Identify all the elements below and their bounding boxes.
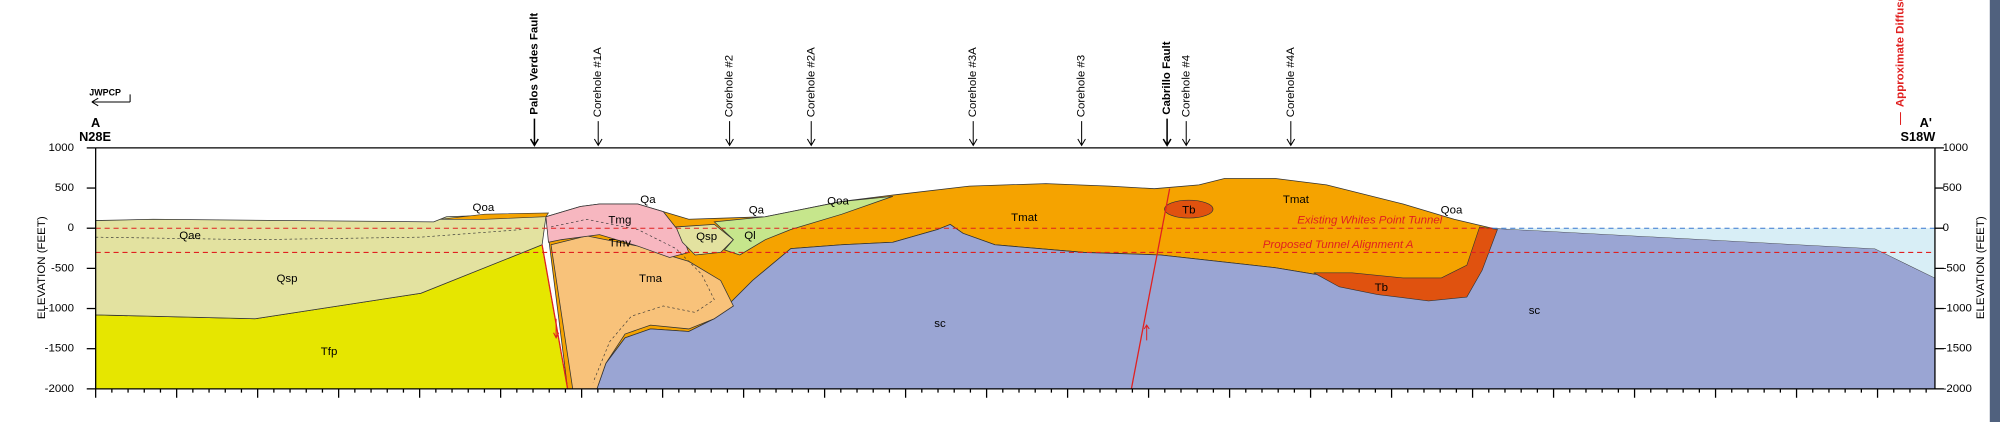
end-bearing: N28E <box>79 129 111 144</box>
marker-arrow <box>593 121 603 147</box>
unit-label: Qae <box>179 230 201 242</box>
unit-label: Ql <box>744 230 755 242</box>
marker-label: Cabrillo Fault <box>1161 41 1173 114</box>
fault <box>1130 188 1171 389</box>
unit-label: Tb <box>1182 204 1195 216</box>
marker-arrow <box>1181 121 1191 147</box>
y-tick-label: -1000 <box>1943 303 1972 315</box>
unit-label: sc <box>1529 305 1541 317</box>
marker-label: Corehole #3 <box>1076 55 1088 117</box>
unit-label: sc <box>934 318 946 330</box>
unit-label: Tb <box>1375 282 1388 294</box>
y-tick-label: -500 <box>1943 262 1966 274</box>
facility: JWPCP <box>89 87 121 97</box>
tunnel-label: Proposed Tunnel Alignment A <box>1263 239 1414 251</box>
marker-arrow <box>725 121 734 147</box>
axis-label: ELEVATION (FEET) <box>1975 216 1987 319</box>
markers: Palos Verdes Fault Corehole #1A Corehole #… <box>528 0 1907 147</box>
unit-label: Qoa <box>827 195 849 207</box>
marker-label: Corehole #3A <box>967 47 979 117</box>
y-tick-label: 1000 <box>48 142 74 154</box>
ocean <box>1492 228 1935 278</box>
fault-arrows <box>553 318 1150 341</box>
y-tick-label: 0 <box>1943 222 1949 234</box>
unit-tb-lower <box>1313 226 1498 302</box>
marker-arrow <box>968 121 978 147</box>
contact <box>550 218 715 383</box>
unit-label: Qoa <box>1441 204 1463 216</box>
unit-label: Qa <box>640 194 656 206</box>
y-tick-label: -1000 <box>45 303 74 315</box>
unit-label: Tmat <box>1283 194 1310 206</box>
unit-ql <box>713 195 893 256</box>
end-letter: A' <box>1920 115 1932 130</box>
marker-arrow <box>1077 121 1086 147</box>
unit-label: Tmat <box>1011 212 1038 224</box>
marker-arrow <box>1162 118 1172 147</box>
end-bearing: S18W <box>1901 129 1937 144</box>
y-tick-label: -1500 <box>1943 343 1972 355</box>
fault <box>541 244 569 389</box>
x-ticks <box>95 388 1927 398</box>
unit-labels: Qoa Qa Tmg Tmv Qsp Ql Qa Qoa Qae Qsp Tfp Tma sc Tmat T… <box>179 194 1540 358</box>
marker-arrow <box>1286 121 1296 147</box>
marker-label: Corehole #2A <box>805 47 817 117</box>
y-ticks: 1000 1000 500 500 0 0 -500 -500 -1000 -1000 -1500 -… <box>45 142 1972 395</box>
end-letter: A <box>91 115 100 130</box>
unit-qoa <box>440 212 550 220</box>
marker-arrow <box>806 121 816 147</box>
y-tick-label: -2000 <box>1943 383 1972 395</box>
unit-label: Tmv <box>609 238 632 250</box>
marker-label: Approximate Diffuser Location <box>1895 0 1907 107</box>
unit-label: Qsp <box>696 231 717 243</box>
marker-label: Corehole #1A <box>592 47 604 117</box>
marker-label: Corehole #4 <box>1180 54 1192 117</box>
unit-label: Tfp <box>321 346 338 358</box>
labels: A N28E JWPCP A' S18W ELEVATION (FEET) EL… <box>36 87 1987 319</box>
y-tick-label: 1000 <box>1943 142 1969 154</box>
unit-label: Qsp <box>276 273 297 285</box>
edge-bar <box>1989 0 2000 422</box>
geology <box>95 178 1936 390</box>
marker-label: Corehole #4A <box>1285 47 1297 117</box>
y-tick-label: -2000 <box>45 383 74 395</box>
facility-arrow <box>91 94 131 107</box>
unit-label: Qa <box>749 204 765 216</box>
y-tick-label: -500 <box>51 262 74 274</box>
axis-label: ELEVATION (FEET) <box>36 216 48 319</box>
marker-label: Corehole #2 <box>724 55 736 117</box>
unit-label: Tma <box>639 273 663 285</box>
marker-label: Palos Verdes Fault <box>528 13 540 115</box>
marker-arrow <box>529 118 539 147</box>
unit-tb <box>1164 199 1214 219</box>
y-tick-label: 500 <box>1943 182 1962 194</box>
unit-label: Qoa <box>473 202 495 214</box>
unit-label: Tmg <box>608 215 631 227</box>
tunnel-label: Existing Whites Point Tunnel <box>1297 215 1443 227</box>
y-tick-label: 0 <box>68 222 74 234</box>
y-tick-label: -1500 <box>45 343 74 355</box>
y-tick-label: 500 <box>55 182 74 194</box>
